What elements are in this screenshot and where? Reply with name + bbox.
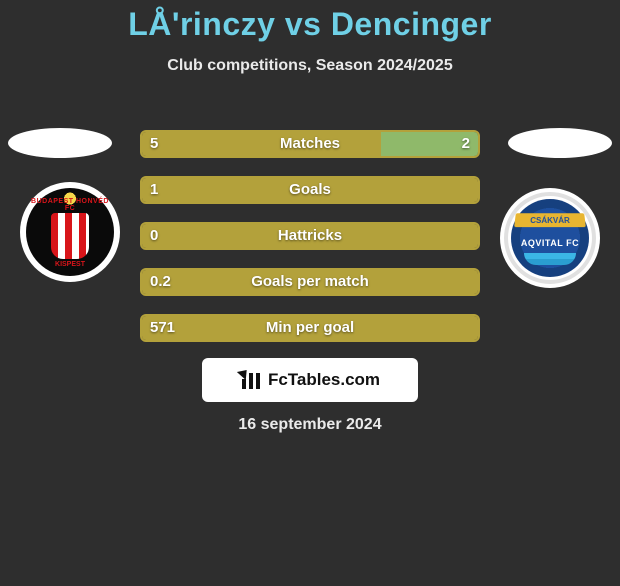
stat-label: Min per goal xyxy=(140,314,480,342)
club-crest-left: BUDAPEST HONVÉD FC KISPEST xyxy=(20,182,120,282)
stat-row: 0Hattricks xyxy=(140,222,480,250)
stat-row: 1Goals xyxy=(140,176,480,204)
honved-bottom-text: KISPEST xyxy=(26,261,114,268)
player-left-ellipse xyxy=(8,128,112,158)
stat-label: Matches xyxy=(140,130,480,158)
date-label: 16 september 2024 xyxy=(0,416,620,434)
subtitle: Club competitions, Season 2024/2025 xyxy=(0,57,620,75)
comparison-bars: 52Matches 1Goals 0Hattricks 0.2Goals per ma… xyxy=(140,130,480,360)
honved-top-text: BUDAPEST HONVÉD FC xyxy=(26,198,114,212)
fctables-label: FcTables.com xyxy=(268,370,380,390)
aqvital-center-text: AQVITAL FC xyxy=(521,238,579,248)
aqvital-ring: CSÁKVÁR AQVITAL FC xyxy=(511,199,589,277)
stat-label: Goals per match xyxy=(140,268,480,296)
club-crest-right: CSÁKVÁR AQVITAL FC xyxy=(500,188,600,288)
page-title: LÅ'rinczy vs Dencinger xyxy=(0,6,620,43)
aqvital-badge: CSÁKVÁR AQVITAL FC xyxy=(504,192,596,284)
stat-row: 52Matches xyxy=(140,130,480,158)
stat-row: 571Min per goal xyxy=(140,314,480,342)
stat-label: Hattricks xyxy=(140,222,480,250)
fctables-icon xyxy=(240,369,262,391)
aqvital-ribbon: CSÁKVÁR xyxy=(514,213,586,227)
stat-row: 0.2Goals per match xyxy=(140,268,480,296)
honved-badge: BUDAPEST HONVÉD FC KISPEST xyxy=(26,188,114,276)
aqvital-wave xyxy=(524,253,576,265)
stat-label: Goals xyxy=(140,176,480,204)
fctables-watermark: FcTables.com xyxy=(202,358,418,402)
honved-shield xyxy=(49,211,91,261)
player-right-ellipse xyxy=(508,128,612,158)
